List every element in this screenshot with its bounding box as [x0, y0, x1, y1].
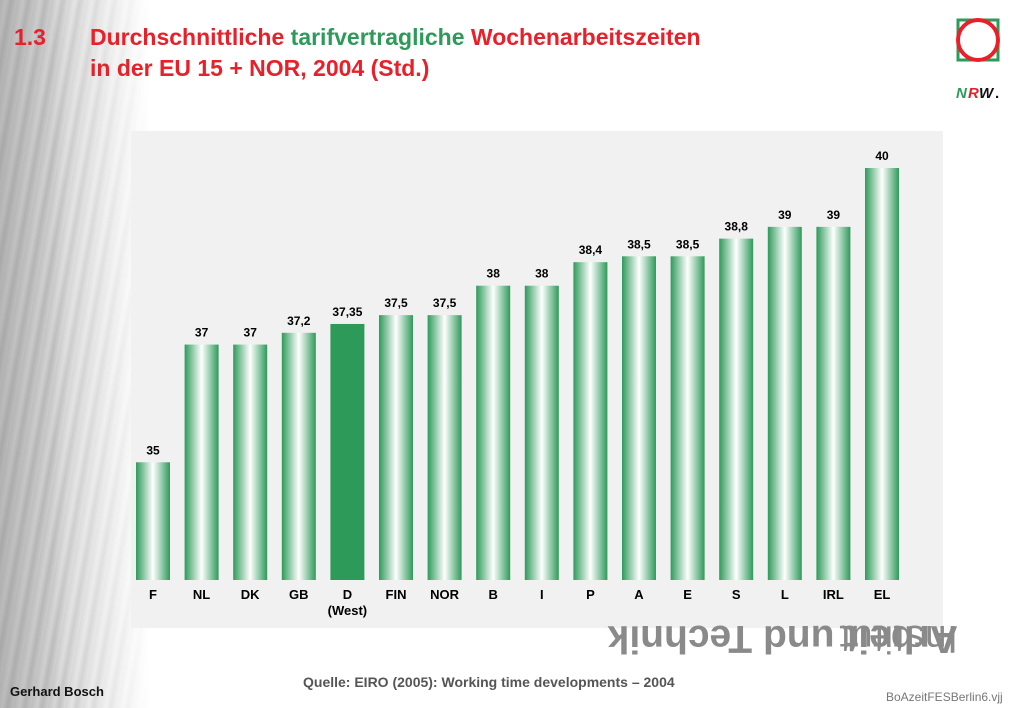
category-label-nor: NOR	[430, 587, 460, 602]
value-label-b: 38	[487, 267, 501, 281]
category-label-a: A	[634, 587, 644, 602]
institute-word-2: Arbeit und Technik	[607, 617, 958, 660]
value-label-gb: 37,2	[287, 314, 311, 328]
category-label-p: P	[586, 587, 595, 602]
author-name: Gerhard Bosch	[10, 684, 104, 699]
bar-irl	[816, 226, 851, 580]
value-label-p: 38,4	[579, 243, 603, 257]
category-label-i: I	[540, 587, 544, 602]
bar-el	[865, 168, 899, 580]
logo-circle	[956, 18, 1000, 62]
bar-e	[670, 256, 705, 580]
category-label-b: B	[489, 587, 498, 602]
bar-s	[719, 238, 754, 580]
title-part-1: Durchschnittliche	[90, 24, 291, 50]
category-label-gb: GB	[289, 587, 309, 602]
bar-nor	[427, 315, 462, 580]
value-label-s: 38,8	[725, 220, 749, 234]
bar-gb	[281, 332, 316, 580]
source-note: Quelle: EIRO (2005): Working time develo…	[303, 674, 675, 690]
category-sublabel-d: (West)	[328, 603, 367, 618]
category-label-e: E	[683, 587, 692, 602]
nrw-logo: N R W .	[956, 18, 1000, 102]
slide-number: 1.3	[14, 24, 46, 50]
value-label-i: 38	[535, 267, 549, 281]
background-photo	[0, 0, 150, 708]
value-label-dk: 37	[244, 326, 258, 340]
file-name: BoAzeitFESBerlin6.vjj	[886, 690, 1003, 704]
bar-l	[767, 226, 802, 580]
value-label-nor: 37,5	[433, 296, 457, 310]
title-line-2: in der EU 15 + NOR, 2004 (Std.)	[90, 55, 430, 81]
value-label-nl: 37	[195, 326, 209, 340]
title-part-3: Wochenarbeitszeiten	[464, 24, 701, 50]
title-part-2: tarifvertragliche	[290, 24, 465, 50]
logo-letter-n: N	[956, 85, 968, 102]
bar-f	[136, 462, 170, 580]
value-label-irl: 39	[827, 208, 841, 222]
category-label-el: EL	[874, 587, 891, 602]
value-label-d: 37,35	[332, 305, 362, 319]
logo-letter-w: W	[979, 85, 995, 102]
category-label-nl: NL	[193, 587, 210, 602]
category-label-l: L	[781, 587, 789, 602]
value-label-f: 35	[146, 443, 160, 457]
category-label-fin: FIN	[386, 587, 407, 602]
bar-dk	[233, 344, 268, 580]
value-label-l: 39	[778, 208, 792, 222]
bar-b	[476, 285, 511, 580]
value-label-a: 38,5	[627, 237, 651, 251]
bar-nl	[184, 344, 219, 580]
bar-i	[524, 285, 559, 580]
title-line-1: Durchschnittliche tarifvertragliche Woch…	[90, 22, 701, 53]
category-label-irl: IRL	[823, 587, 844, 602]
value-label-e: 38,5	[676, 237, 700, 251]
category-label-d: D	[343, 587, 352, 602]
value-label-fin: 37,5	[384, 296, 408, 310]
category-label-dk: DK	[241, 587, 260, 602]
bar-d	[330, 323, 365, 580]
bar-fin	[379, 315, 413, 580]
bar-a	[622, 256, 656, 580]
logo-dot: .	[995, 85, 999, 102]
category-label-f: F	[149, 587, 157, 602]
logo-letter-r: R	[968, 85, 979, 102]
value-label-el: 40	[875, 149, 889, 163]
bar-p	[573, 262, 608, 580]
category-label-s: S	[732, 587, 741, 602]
